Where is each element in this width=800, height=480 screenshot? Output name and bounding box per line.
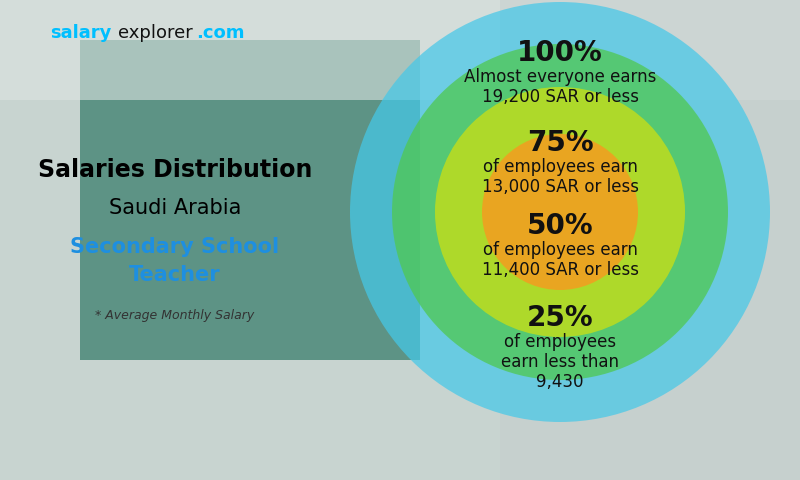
Text: 25%: 25% — [526, 304, 594, 332]
Circle shape — [482, 134, 638, 290]
Text: 50%: 50% — [526, 212, 594, 240]
Text: Salaries Distribution: Salaries Distribution — [38, 158, 312, 182]
Text: of employees: of employees — [504, 333, 616, 351]
Text: Secondary School: Secondary School — [70, 237, 279, 257]
Text: Teacher: Teacher — [129, 265, 221, 285]
Text: * Average Monthly Salary: * Average Monthly Salary — [95, 309, 254, 322]
Text: salary: salary — [50, 24, 111, 42]
Circle shape — [435, 87, 685, 337]
Text: 19,200 SAR or less: 19,200 SAR or less — [482, 88, 638, 106]
Text: 75%: 75% — [526, 129, 594, 157]
Bar — [80, 40, 420, 360]
Text: Almost everyone earns: Almost everyone earns — [464, 68, 656, 86]
Circle shape — [350, 2, 770, 422]
Text: 13,000 SAR or less: 13,000 SAR or less — [482, 178, 638, 196]
Bar — [500, 0, 800, 480]
Text: earn less than: earn less than — [501, 353, 619, 371]
Bar — [0, 0, 800, 100]
Text: of employees earn: of employees earn — [482, 158, 638, 176]
Text: 11,400 SAR or less: 11,400 SAR or less — [482, 261, 638, 279]
Text: Saudi Arabia: Saudi Arabia — [109, 198, 241, 218]
Text: explorer: explorer — [118, 24, 193, 42]
Text: 100%: 100% — [517, 39, 603, 67]
Text: of employees earn: of employees earn — [482, 241, 638, 259]
Text: .com: .com — [196, 24, 245, 42]
Circle shape — [392, 44, 728, 380]
Text: 9,430: 9,430 — [536, 373, 584, 391]
